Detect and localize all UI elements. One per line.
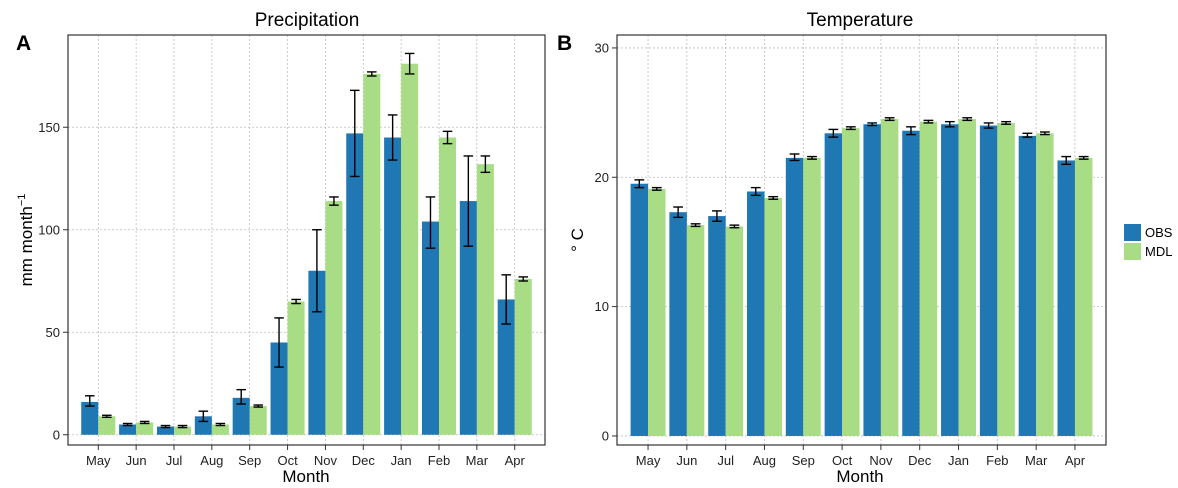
temp-bar-mdl — [686, 225, 705, 436]
precip-bar-obs — [232, 397, 250, 435]
precip-bar-obs — [384, 137, 402, 435]
temp-bar-mdl — [919, 121, 938, 436]
precipitation-title: Precipitation — [255, 10, 360, 31]
temp-bar-obs — [1018, 135, 1037, 436]
precip-bar-mdl — [514, 278, 532, 435]
precipitation-panel: A Precipitation 0 50 100 150 May Jun Jul Aug Sep… — [16, 10, 546, 486]
temp-x-tick-label: Feb — [986, 453, 1008, 468]
precip-y-tick-label: 100 — [38, 222, 60, 237]
temp-bar-mdl — [803, 157, 821, 436]
temp-bar-mdl — [764, 197, 782, 436]
temp-y-tick-label: 10 — [595, 299, 609, 314]
temp-bar-mdl — [997, 122, 1015, 436]
precip-bar-obs — [497, 299, 515, 435]
precip-bar-mdl — [211, 424, 229, 435]
precip-x-tick-label: Jul — [166, 453, 183, 468]
temperature-panel: B Temperature 0 10 20 30 May Jun Jul Aug Sep Oct N… — [557, 10, 1107, 486]
temp-x-tick-label: Jan — [948, 453, 969, 468]
plot-frame-b — [616, 34, 1107, 446]
temp-x-tick-label: Nov — [869, 453, 893, 468]
precip-x-tick-label: Aug — [200, 453, 223, 468]
temp-bar-obs — [1057, 160, 1075, 436]
precip-y-tick-label: 150 — [38, 120, 60, 135]
panel-label-b: B — [557, 32, 572, 55]
precipitation-y-axis-unit: mm month — [17, 206, 36, 286]
precip-x-tick-label: Dec — [352, 453, 376, 468]
precip-bar-obs — [459, 201, 477, 435]
precip-bar-obs — [119, 424, 137, 435]
temp-y-tick-label: 30 — [595, 40, 609, 55]
temp-bar-obs — [941, 124, 959, 436]
temp-x-tick-label: Jul — [717, 453, 734, 468]
temp-bar-mdl — [1036, 133, 1054, 436]
precip-x-tick-label: Jun — [126, 453, 147, 468]
precip-bar-obs — [81, 401, 99, 435]
temp-bar-obs — [979, 125, 998, 436]
temp-bar-obs — [863, 124, 881, 436]
temp-bar-obs — [669, 212, 687, 436]
precip-bar-mdl — [98, 416, 116, 435]
precip-x-tick-label: Sep — [238, 453, 261, 468]
temp-bar-mdl — [1074, 157, 1093, 436]
temp-bar-obs — [902, 130, 920, 436]
precip-bar-mdl — [136, 422, 154, 435]
precip-bar-mdl — [363, 73, 381, 435]
precip-bar-mdl — [439, 137, 457, 435]
temp-bar-obs — [630, 183, 649, 436]
temp-bar-obs — [824, 133, 843, 436]
temp-x-tick-label: Mar — [1025, 453, 1048, 468]
legend-label-mdl: MDL — [1145, 244, 1172, 259]
temp-bar-mdl — [725, 226, 744, 436]
temperature-y-axis-title: ° C — [568, 228, 587, 252]
precip-bar-mdl — [174, 426, 192, 435]
precip-bar-mdl — [325, 201, 343, 435]
precip-x-tick-label: May — [86, 453, 111, 468]
precip-y-tick-label: 50 — [46, 325, 60, 340]
precip-x-tick-label: Oct — [277, 453, 298, 468]
precip-bar-mdl — [476, 164, 494, 435]
precip-bar-obs — [156, 426, 174, 435]
precip-x-tick-label: Feb — [428, 453, 450, 468]
temp-bar-mdl — [958, 119, 976, 436]
precip-bar-mdl — [249, 406, 267, 435]
temp-x-tick-label: Jun — [676, 453, 697, 468]
precipitation-y-axis-title: mm month−1 — [16, 194, 36, 287]
precip-x-tick-label: Apr — [505, 453, 526, 468]
precipitation-x-axis-title: Month — [282, 467, 329, 486]
temperature-title: Temperature — [807, 10, 914, 31]
precip-x-tick-label: Mar — [466, 453, 489, 468]
temp-x-tick-label: Dec — [908, 453, 932, 468]
temp-bar-obs — [747, 191, 765, 436]
precip-bar-obs — [270, 342, 288, 435]
legend-swatch-obs — [1124, 224, 1141, 241]
precip-x-tick-label: Nov — [314, 453, 338, 468]
temp-x-tick-label: Sep — [792, 453, 815, 468]
precip-bar-mdl — [401, 63, 419, 435]
precip-y-tick-label: 0 — [53, 427, 60, 442]
temp-x-tick-label: May — [636, 453, 661, 468]
precip-x-tick-label: Jan — [391, 453, 412, 468]
temp-y-tick-label: 20 — [595, 170, 609, 185]
precipitation-y-axis-exponent: −1 — [16, 194, 28, 207]
legend-swatch-mdl — [1124, 243, 1141, 260]
plot-frame-a — [67, 34, 546, 446]
temp-bar-mdl — [842, 128, 860, 436]
temp-bar-obs — [708, 216, 726, 436]
precip-bar-obs — [346, 133, 364, 435]
legend: OBS MDL — [1124, 224, 1173, 260]
precip-bar-obs — [421, 221, 439, 435]
panel-label-a: A — [16, 32, 31, 55]
temp-bar-mdl — [880, 119, 899, 436]
legend-label-obs: OBS — [1145, 225, 1173, 240]
temp-y-tick-label: 0 — [602, 428, 609, 443]
temp-bar-mdl — [648, 188, 666, 436]
temp-bar-obs — [785, 157, 804, 436]
precip-bar-mdl — [287, 301, 305, 435]
temperature-x-axis-title: Month — [836, 467, 883, 486]
temp-x-tick-label: Aug — [753, 453, 776, 468]
temp-x-tick-label: Oct — [832, 453, 853, 468]
temp-x-tick-label: Apr — [1065, 453, 1086, 468]
